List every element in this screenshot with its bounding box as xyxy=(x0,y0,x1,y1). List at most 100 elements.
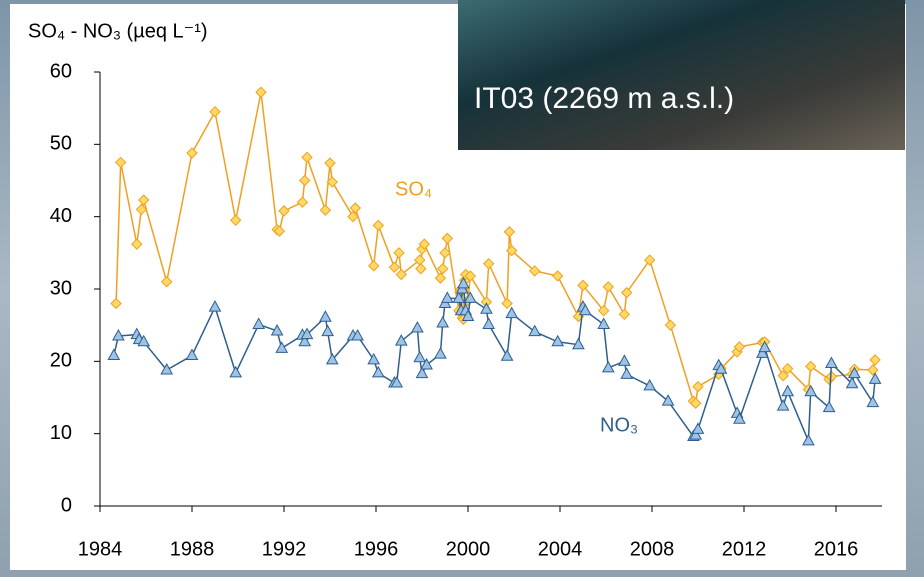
data-point xyxy=(319,310,332,322)
data-point xyxy=(572,337,585,350)
data-point xyxy=(390,375,404,388)
data-point xyxy=(452,291,466,303)
data-point xyxy=(664,319,677,331)
lake-photo xyxy=(458,0,905,150)
x-tick-label: 1996 xyxy=(354,538,399,560)
data-point xyxy=(845,376,859,389)
data-point xyxy=(689,428,703,440)
data-point xyxy=(229,214,242,226)
data-point xyxy=(326,176,339,188)
data-point xyxy=(643,254,656,266)
data-point xyxy=(869,354,881,366)
y-tick-label: 10 xyxy=(50,422,72,444)
series-label: NO₃ xyxy=(600,414,638,436)
data-point xyxy=(186,147,198,159)
data-point xyxy=(691,422,705,434)
data-point xyxy=(440,291,454,303)
data-point xyxy=(867,364,879,376)
data-point xyxy=(714,362,728,374)
series-label: SO₄ xyxy=(395,178,432,200)
data-point xyxy=(135,203,148,216)
data-point xyxy=(275,341,289,353)
data-point xyxy=(781,384,795,397)
data-point xyxy=(661,394,675,406)
data-point xyxy=(321,324,335,337)
y-tick-label: 50 xyxy=(50,133,72,155)
data-point xyxy=(367,260,380,272)
data-point xyxy=(252,317,266,329)
data-point xyxy=(319,204,332,216)
y-tick-label: 60 xyxy=(50,60,72,82)
data-point xyxy=(618,308,631,321)
data-point xyxy=(420,357,433,370)
data-point xyxy=(418,238,431,250)
data-point xyxy=(733,341,746,353)
data-point xyxy=(278,205,290,217)
data-point xyxy=(388,261,401,274)
data-point xyxy=(393,247,405,259)
data-point xyxy=(325,352,339,365)
y-tick-label: 0 xyxy=(61,494,72,516)
data-point xyxy=(464,270,477,282)
data-point xyxy=(577,279,589,292)
data-point xyxy=(500,349,514,361)
data-point xyxy=(692,380,704,393)
data-point xyxy=(229,365,243,378)
data-point xyxy=(415,366,429,379)
data-point xyxy=(804,360,817,373)
x-tick-label: 2008 xyxy=(630,538,675,560)
data-point xyxy=(436,315,450,328)
data-point xyxy=(776,399,790,411)
data-point xyxy=(505,306,519,319)
y-tick-label: 40 xyxy=(50,205,72,227)
data-point xyxy=(209,106,221,118)
data-point xyxy=(107,348,121,361)
data-point xyxy=(439,247,451,259)
data-point xyxy=(620,367,634,379)
data-point xyxy=(866,395,880,408)
data-point xyxy=(208,300,222,312)
data-point xyxy=(503,226,516,238)
data-point xyxy=(347,210,359,223)
data-point xyxy=(463,291,477,303)
data-point xyxy=(255,86,267,98)
data-point xyxy=(868,372,882,384)
x-tick-label: 2004 xyxy=(538,538,583,560)
data-point xyxy=(137,334,151,347)
data-point xyxy=(367,352,381,365)
data-point xyxy=(802,433,815,446)
data-point xyxy=(114,156,127,169)
data-point xyxy=(112,328,125,341)
data-point xyxy=(300,327,314,340)
data-point xyxy=(160,362,174,375)
data-point xyxy=(551,270,564,282)
data-point xyxy=(298,334,312,347)
y-axis-label: SO₄ - NO₃ (µeq L⁻¹) xyxy=(28,20,208,42)
x-tick-label: 1984 xyxy=(78,538,123,560)
data-point xyxy=(597,304,610,317)
data-point xyxy=(461,309,475,321)
x-tick-label: 2012 xyxy=(722,538,767,560)
data-point xyxy=(597,317,611,329)
data-point xyxy=(480,302,493,314)
data-point xyxy=(296,196,309,208)
data-point xyxy=(301,151,313,164)
data-point xyxy=(482,257,495,270)
data-point xyxy=(395,268,408,281)
data-point xyxy=(441,232,454,245)
data-point xyxy=(411,321,424,333)
data-point xyxy=(160,276,173,288)
annotation: IT03 (2269 m a.s.l.) xyxy=(474,82,734,115)
data-point xyxy=(689,397,702,409)
data-point xyxy=(110,297,122,310)
data-point xyxy=(371,365,385,378)
data-point xyxy=(601,360,615,373)
data-point xyxy=(434,272,447,284)
x-tick-label: 2000 xyxy=(446,538,491,560)
data-point xyxy=(528,265,541,277)
data-point xyxy=(185,348,199,361)
data-point xyxy=(372,219,385,232)
data-point xyxy=(270,323,284,336)
x-tick-label: 2016 xyxy=(814,538,859,560)
